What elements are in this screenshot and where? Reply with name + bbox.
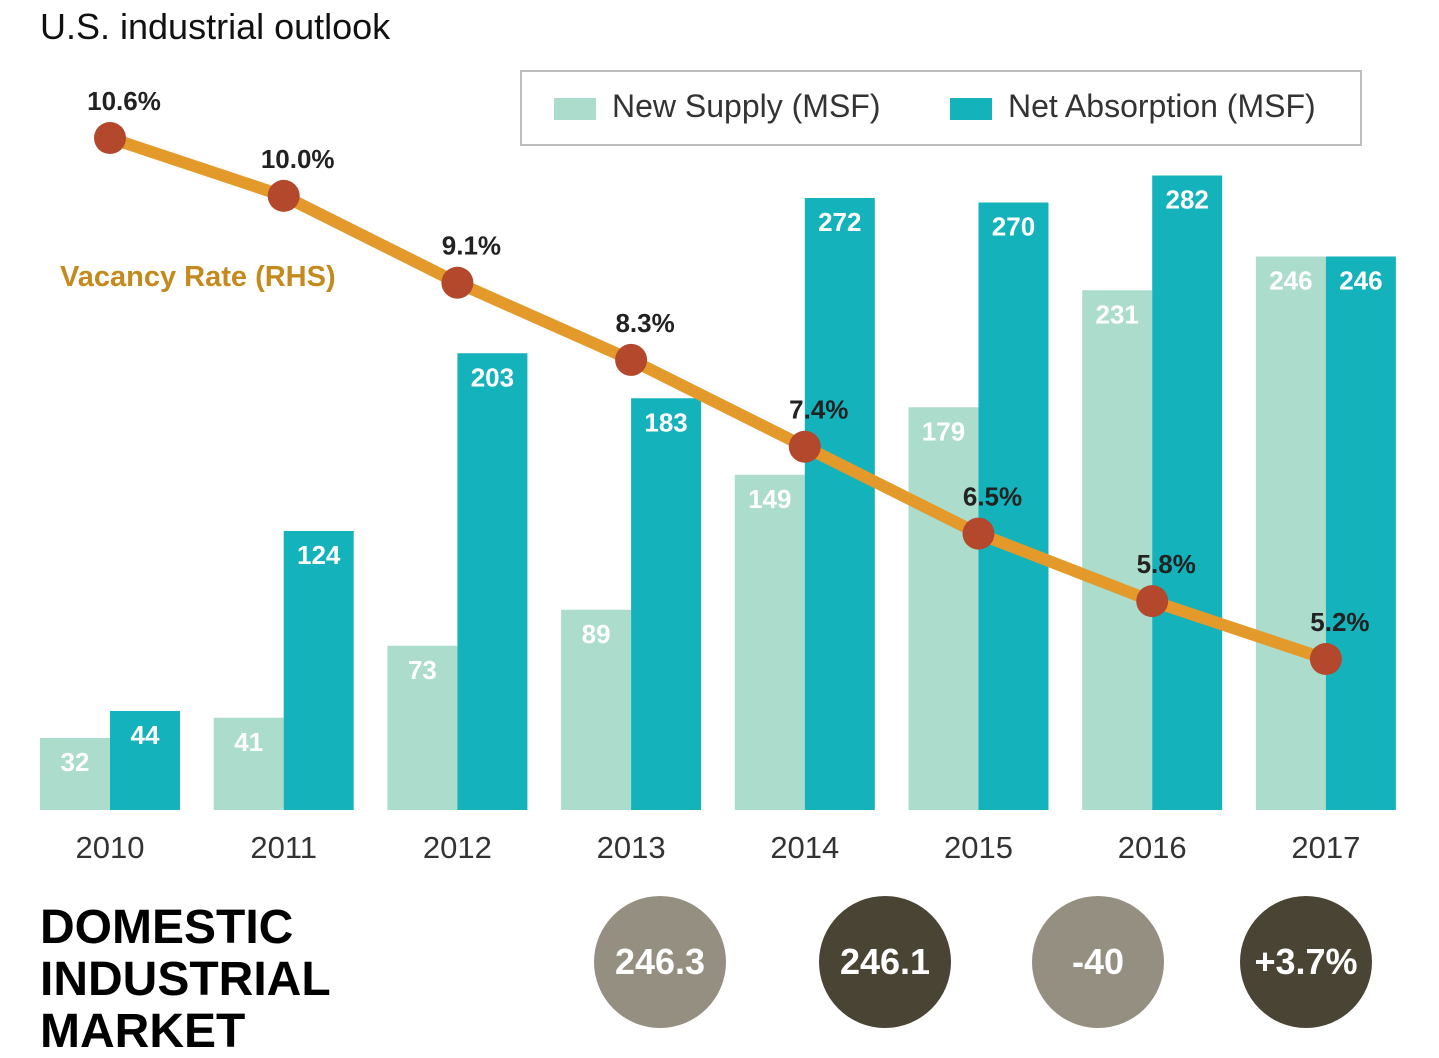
x-tick-label-2017: 2017 — [1291, 830, 1360, 865]
data-label-new-supply-2010: 32 — [61, 747, 90, 777]
x-tick-label-2014: 2014 — [770, 830, 839, 865]
point-vacancy-rate-2010 — [94, 122, 126, 154]
data-label-new-supply-2011: 41 — [234, 727, 263, 757]
x-tick-label-2012: 2012 — [423, 830, 492, 865]
data-label-new-supply-2012: 73 — [408, 655, 437, 685]
data-label-new-supply-2014: 149 — [748, 484, 791, 514]
bar-net-absorption-msf-2012 — [457, 353, 528, 810]
bar-new-supply-msf-2017 — [1255, 256, 1326, 810]
bar-new-supply-msf-2016 — [1082, 290, 1153, 810]
bar-net-absorption-msf-2014 — [804, 198, 875, 810]
stat-circle-3: -40 — [1032, 896, 1164, 1028]
bar-net-absorption-msf-2011 — [283, 531, 354, 810]
data-label-net-absorption-2010: 44 — [131, 720, 160, 750]
line-vacancy-rate — [104, 132, 1332, 665]
point-vacancy-rate-2012 — [441, 266, 474, 299]
legend-label-net-absorption: Net Absorption (MSF) — [1008, 88, 1316, 124]
legend-swatch-net-absorption — [950, 98, 992, 120]
bar-net-absorption-msf-2017 — [1325, 256, 1396, 810]
x-tick-label-2013: 2013 — [597, 830, 666, 865]
data-label-net-absorption-2012: 203 — [471, 362, 514, 392]
data-label-vacancy-rate-2011: 10.0% — [261, 144, 335, 174]
data-label-new-supply-2016: 231 — [1096, 299, 1139, 329]
data-label-vacancy-rate-2017: 5.2% — [1310, 607, 1369, 637]
data-label-net-absorption-2016: 282 — [1166, 185, 1209, 215]
bar-net-absorption-msf-2015 — [978, 202, 1049, 810]
bar-net-absorption-msf-2016 — [1152, 175, 1223, 810]
point-vacancy-rate-2013 — [615, 343, 648, 376]
x-tick-label-2011: 2011 — [250, 830, 317, 865]
x-tick-label-2015: 2015 — [944, 830, 1013, 865]
bar-net-absorption-msf-2010 — [110, 711, 180, 810]
data-label-net-absorption-2015: 270 — [992, 212, 1035, 242]
legend-swatch-new-supply — [554, 98, 596, 120]
bar-new-supply-msf-2015 — [908, 407, 979, 810]
data-label-vacancy-rate-2016: 5.8% — [1137, 549, 1196, 579]
data-label-new-supply-2013: 89 — [582, 619, 611, 649]
stat-circle-1: 246.3 — [594, 896, 726, 1028]
data-label-vacancy-rate-2013: 8.3% — [615, 308, 674, 338]
data-label-vacancy-rate-2015: 6.5% — [963, 482, 1022, 512]
data-label-net-absorption-2014: 272 — [818, 207, 861, 237]
market-title-line-2: INDUSTRIAL — [40, 953, 331, 1006]
bar-new-supply-msf-2010 — [40, 738, 110, 810]
bar-net-absorption-msf-2013 — [631, 398, 702, 810]
point-vacancy-rate-2015 — [962, 517, 995, 550]
bar-new-supply-msf-2012 — [387, 645, 458, 810]
stat-circle-2: 246.1 — [819, 896, 951, 1028]
market-title: DOMESTIC INDUSTRIAL MARKET — [40, 902, 331, 1058]
x-tick-label-2016: 2016 — [1118, 830, 1187, 865]
point-vacancy-rate-2014 — [788, 430, 821, 463]
point-vacancy-rate-2017 — [1309, 643, 1342, 675]
series-label-vacancy-rate: Vacancy Rate (RHS) — [60, 261, 336, 293]
bar-new-supply-msf-2011 — [213, 717, 284, 810]
point-vacancy-rate-2011 — [267, 179, 300, 212]
data-label-net-absorption-2013: 183 — [644, 407, 687, 437]
data-label-new-supply-2015: 179 — [922, 416, 965, 446]
legend-label-new-supply: New Supply (MSF) — [612, 88, 881, 124]
bar-new-supply-msf-2014 — [734, 474, 805, 810]
data-label-net-absorption-2011: 124 — [297, 540, 341, 570]
bar-new-supply-msf-2013 — [561, 609, 632, 810]
market-title-line-1: DOMESTIC — [40, 901, 294, 954]
data-label-net-absorption-2017: 246 — [1339, 266, 1382, 296]
data-label-new-supply-2017: 246 — [1269, 266, 1312, 296]
chart-title: U.S. industrial outlook — [40, 6, 391, 47]
data-label-vacancy-rate-2014: 7.4% — [789, 395, 848, 425]
point-vacancy-rate-2016 — [1136, 585, 1169, 618]
data-label-vacancy-rate-2010: 10.6% — [87, 86, 161, 116]
x-tick-label-2010: 2010 — [76, 830, 145, 865]
stat-circle-4: +3.7% — [1240, 896, 1372, 1028]
chart-plot: 32 44 2010 41 124 2011 73 203 2012 89 183 2013 149 27… — [40, 86, 1396, 865]
market-title-line-3: MARKET — [40, 1005, 246, 1058]
data-label-vacancy-rate-2012: 9.1% — [442, 231, 501, 261]
chart-legend: New Supply (MSF) Net Absorption (MSF) — [520, 70, 1362, 146]
